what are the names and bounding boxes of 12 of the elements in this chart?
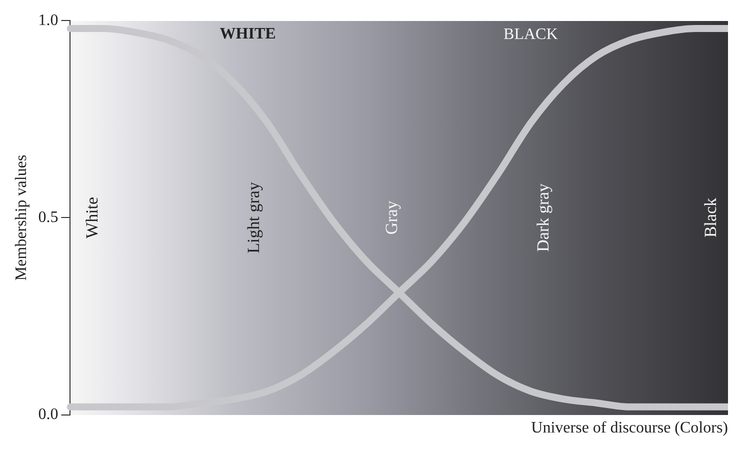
annotation: Gray (382, 200, 401, 235)
series-label: WHITE (220, 26, 276, 43)
text: BLACK (504, 26, 558, 43)
annotation: White (82, 196, 102, 238)
annotation: Black (701, 197, 720, 238)
annotation: Dark gray (533, 182, 552, 252)
y-tick-label: 1.0 (38, 12, 58, 29)
y-axis-title: Membership values (12, 154, 30, 281)
y-tick-label: 0.5 (38, 208, 58, 226)
annotation: Light gray (244, 182, 263, 254)
y-tick-label: 0.0 (38, 406, 58, 424)
x-axis-title: Universe of discourse (Colors) (531, 420, 728, 437)
